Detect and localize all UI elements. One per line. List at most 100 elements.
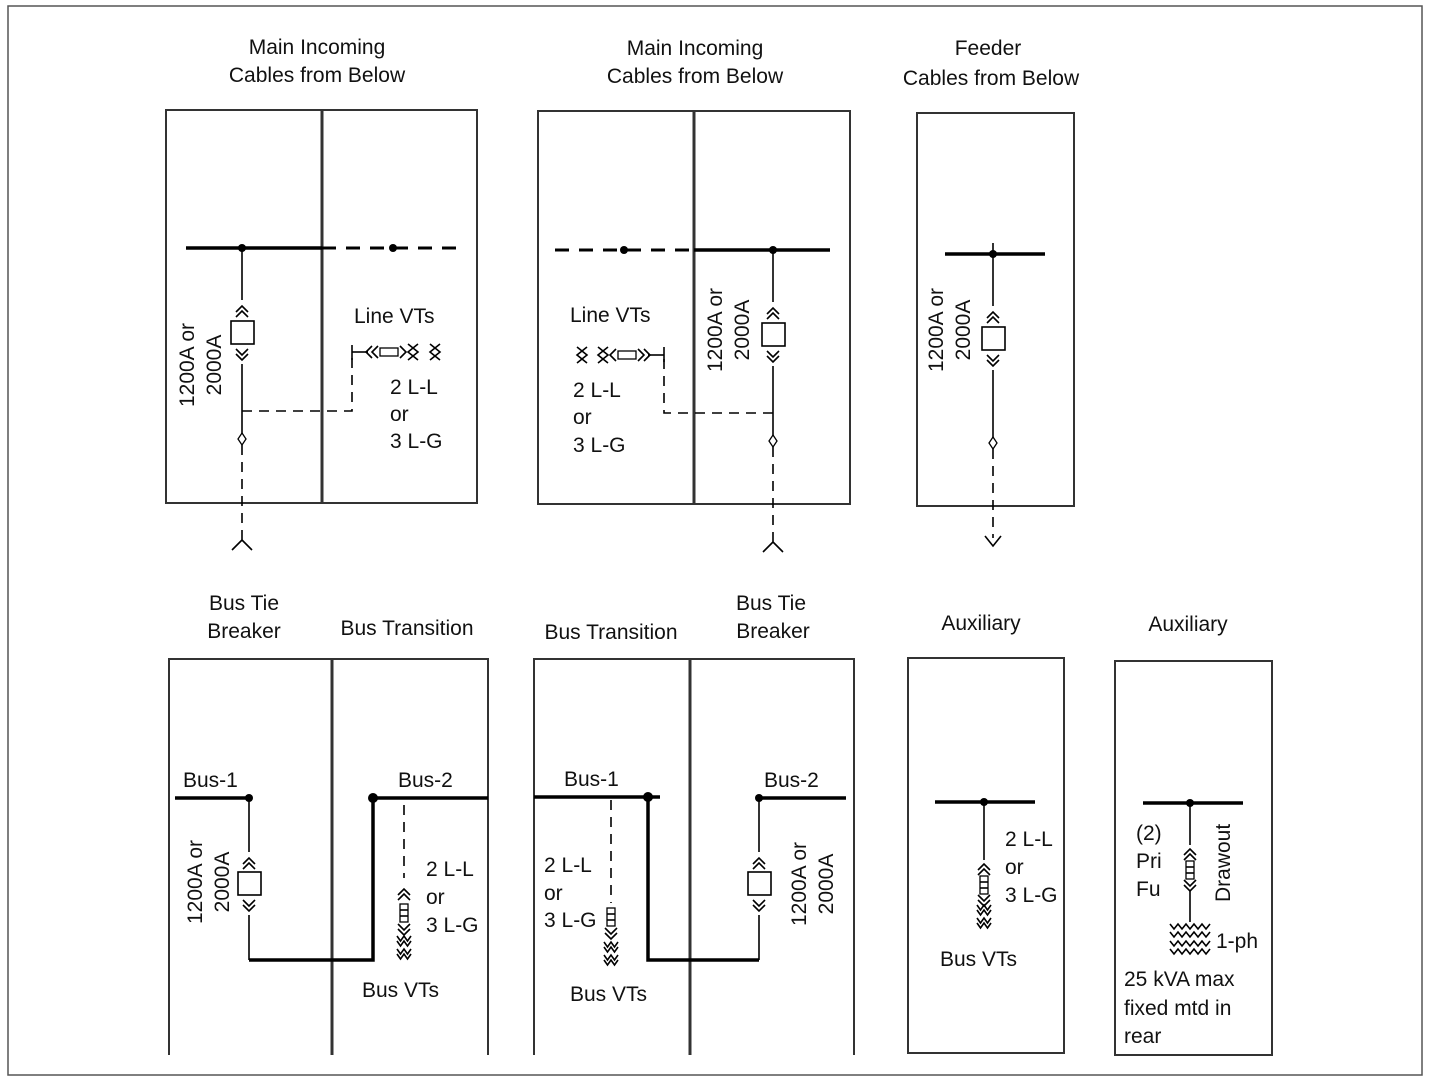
feeder-section: Feeder Cables from Below 1200A or 2000A <box>903 37 1080 548</box>
vt-option-1: 2 L-L <box>1005 828 1053 851</box>
vt-fuse-icon <box>379 347 399 357</box>
fuse-label-line3: Fu <box>1136 878 1161 901</box>
fuse-label-line2: Pri <box>1136 850 1162 873</box>
bus-transition-link <box>249 796 488 962</box>
breaker-rating-line1: 1200A or <box>176 323 199 407</box>
bus-1-label: Bus-1 <box>183 769 238 792</box>
bus-tie-2-title-line2: Breaker <box>736 620 810 643</box>
vt-option-2: 3 L-G <box>1005 884 1058 907</box>
breaker-rating-line1: 1200A or <box>925 288 948 372</box>
fuse-label-line1: (2) <box>1136 822 1162 845</box>
vt-option-or: or <box>544 882 563 905</box>
drawout-stab-icon <box>766 350 780 363</box>
bus-tie-1-title-line1: Bus Tie <box>209 592 279 615</box>
circuit-breaker <box>761 322 786 347</box>
drawout-stab-icon <box>637 348 652 362</box>
vt-option-2: 3 L-G <box>573 434 626 457</box>
drawout-stab-icon <box>364 345 379 359</box>
drawout-stab-icon <box>752 857 766 870</box>
cable-termination-icon <box>231 535 253 551</box>
bus-vts-label: Bus VTs <box>940 948 1017 971</box>
vt-fuse-icon <box>979 875 989 895</box>
bus-tie-2-cubicle <box>533 658 855 1055</box>
vt-fuse-icon <box>399 903 409 923</box>
breaker-rating-line2: 2000A <box>815 854 838 915</box>
vt-fuse-icon <box>617 350 637 360</box>
auxiliary-2-title: Auxiliary <box>1148 613 1228 636</box>
auxiliary-2-section: Auxiliary (2) Pri Fu Drawout 1-ph 25 kVA… <box>1114 613 1273 1056</box>
drawout-stab-icon <box>766 307 780 320</box>
bus-1-label: Bus-1 <box>564 768 619 791</box>
bus-2-label: Bus-2 <box>398 769 453 792</box>
feeder-title-line1: Feeder <box>955 37 1022 60</box>
bus-tie-1-title-line2: Breaker <box>207 620 281 643</box>
main-incoming-1-section: Main Incoming Cables from Below 1200A or… <box>165 36 478 551</box>
drawout-stab-icon <box>752 899 766 912</box>
breaker-rating-line2: 2000A <box>952 300 975 361</box>
drawout-stab-icon <box>1183 848 1197 861</box>
transformer-winding-icon <box>1169 922 1211 956</box>
vt-option-1: 2 L-L <box>544 854 592 877</box>
main-incoming-2-section: Main Incoming Cables from Below 1200A or… <box>537 37 851 553</box>
vt-option-2: 3 L-G <box>426 914 479 937</box>
vt-winding-icon <box>603 941 619 966</box>
bus-connection-dot <box>755 794 763 802</box>
circuit-breaker <box>747 871 772 896</box>
fuse-icon <box>1185 860 1195 880</box>
vt-connection-dashed <box>242 352 353 412</box>
cable-termination-icon <box>762 537 784 553</box>
vt-option-2: 3 L-G <box>544 909 597 932</box>
bus-transition-2-title: Bus Transition <box>544 621 677 644</box>
drawout-stab-icon <box>242 899 256 912</box>
feeder-title-line2: Cables from Below <box>903 67 1080 90</box>
drawout-stab-icon <box>397 888 411 901</box>
vt-option-or: or <box>1005 856 1024 879</box>
line-vts-label: Line VTs <box>570 304 651 327</box>
drawout-stab-icon <box>986 354 1000 367</box>
vt-winding-icon <box>406 343 415 361</box>
page-frame <box>7 5 1423 1076</box>
cable-arrow-icon <box>984 535 1002 548</box>
main-incoming-1-title-line1: Main Incoming <box>249 36 386 59</box>
main-incoming-1-title-line2: Cables from Below <box>229 64 406 87</box>
bus-connection-dot <box>368 793 378 803</box>
drawout-stab-icon <box>977 863 991 876</box>
capacity-note-line3: rear <box>1124 1025 1161 1048</box>
circuit-breaker <box>981 326 1006 351</box>
drawout-stab-icon <box>235 305 249 318</box>
vt-option-or: or <box>390 403 409 426</box>
bus-tie-1-cubicle <box>168 658 489 1055</box>
main-incoming-2-title-line2: Cables from Below <box>607 65 784 88</box>
bus-transition-1-title: Bus Transition <box>340 617 473 640</box>
cable-terminal-icon <box>768 433 778 449</box>
vt-winding-icon <box>396 935 412 960</box>
vt-option-or: or <box>426 886 445 909</box>
line-vts-label: Line VTs <box>354 305 435 328</box>
auxiliary-1-title: Auxiliary <box>941 612 1021 635</box>
drawout-label: Drawout <box>1212 824 1235 902</box>
feeder-cubicle <box>916 112 1075 507</box>
auxiliary-1-section: Auxiliary 2 L-L or 3 L-G Bus VTs <box>907 612 1065 1054</box>
capacity-note-line2: fixed mtd in <box>1124 997 1231 1020</box>
circuit-breaker <box>237 871 262 896</box>
drawout-stab-icon <box>1183 879 1197 892</box>
vt-option-2: 3 L-G <box>390 430 443 453</box>
drawout-stab-icon <box>397 923 411 936</box>
bus-2-label: Bus-2 <box>764 769 819 792</box>
main-incoming-2-title-line1: Main Incoming <box>627 37 764 60</box>
vt-winding-icon <box>976 904 992 929</box>
bus-connection-dot <box>620 246 628 254</box>
phase-label: 1-ph <box>1216 930 1258 953</box>
bus-tie-2-title-line1: Bus Tie <box>736 592 806 615</box>
vt-winding-icon <box>601 346 610 364</box>
vt-option-or: or <box>573 406 592 429</box>
bus-vts-label: Bus VTs <box>362 979 439 1002</box>
vt-connection-dashed <box>663 356 773 414</box>
circuit-breaker <box>230 320 255 345</box>
bus-tie-1-section: Bus Tie Breaker Bus Transition Bus-1 Bus… <box>168 592 489 1055</box>
drawout-stab-icon <box>986 311 1000 324</box>
bus-connection-dot <box>389 244 397 252</box>
breaker-rating-line2: 2000A <box>211 852 234 913</box>
breaker-rating-line1: 1200A or <box>184 840 207 924</box>
